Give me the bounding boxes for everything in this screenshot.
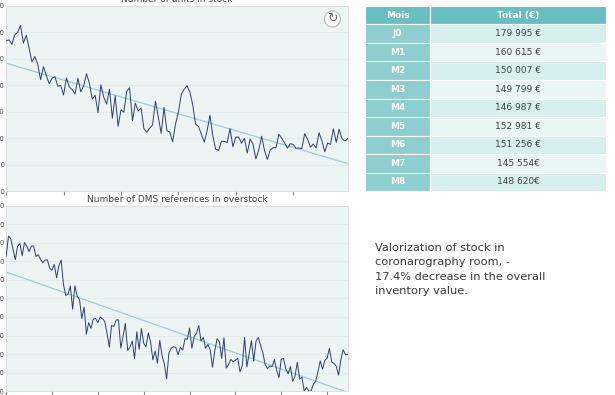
Text: M4: M4 <box>390 103 405 112</box>
Text: J0: J0 <box>393 29 402 38</box>
Text: M6: M6 <box>390 140 405 149</box>
Bar <box>365 117 430 135</box>
Bar <box>365 43 430 62</box>
Text: M7: M7 <box>390 159 405 168</box>
Text: M2: M2 <box>390 66 405 75</box>
Bar <box>430 62 606 80</box>
Text: ↻: ↻ <box>327 12 338 25</box>
Bar <box>365 80 430 98</box>
Text: 145 554€: 145 554€ <box>496 159 539 168</box>
Text: 148 620€: 148 620€ <box>496 177 539 186</box>
Bar <box>365 154 430 173</box>
Bar <box>430 6 606 24</box>
Text: 149 799 €: 149 799 € <box>495 85 541 94</box>
Bar <box>430 173 606 191</box>
Text: 160 615 €: 160 615 € <box>495 48 541 57</box>
Bar <box>430 117 606 135</box>
Text: M8: M8 <box>390 177 405 186</box>
Text: 146 987 €: 146 987 € <box>495 103 541 112</box>
Bar <box>430 135 606 154</box>
Text: M5: M5 <box>390 122 405 131</box>
Text: Mois: Mois <box>386 11 410 20</box>
Bar <box>430 154 606 173</box>
Text: M3: M3 <box>390 85 405 94</box>
Bar <box>430 98 606 117</box>
Text: 152 981 €: 152 981 € <box>495 122 541 131</box>
Bar <box>365 6 430 24</box>
Bar <box>365 98 430 117</box>
Bar <box>430 24 606 43</box>
Bar <box>365 62 430 80</box>
Title: Number of DMS references in overstock: Number of DMS references in overstock <box>87 195 268 204</box>
Text: 179 995 €: 179 995 € <box>495 29 541 38</box>
Bar <box>365 173 430 191</box>
Title: Number of units in stock: Number of units in stock <box>121 0 232 4</box>
Text: 151 256 €: 151 256 € <box>495 140 541 149</box>
Bar <box>365 24 430 43</box>
Bar <box>430 43 606 62</box>
Bar <box>365 135 430 154</box>
Text: 150 007 €: 150 007 € <box>495 66 541 75</box>
Text: Total (€): Total (€) <box>497 11 539 20</box>
Text: Valorization of stock in
coronarography room, -
17.4% decrease in the overall
in: Valorization of stock in coronarography … <box>375 243 546 296</box>
Bar <box>430 80 606 98</box>
Text: M1: M1 <box>390 48 405 57</box>
